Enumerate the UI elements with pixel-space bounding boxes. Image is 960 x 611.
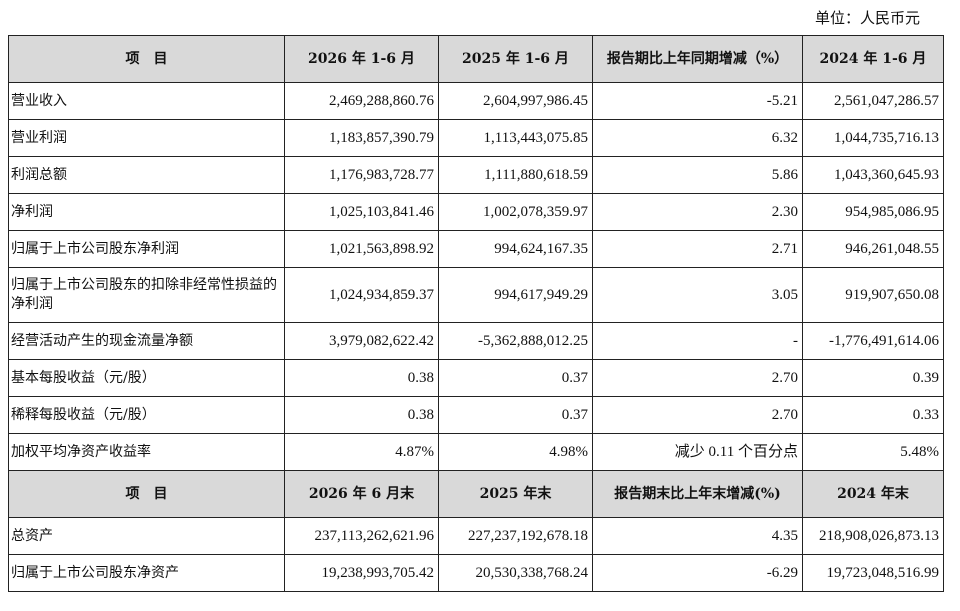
value-2026: 1,025,103,841.46 <box>284 193 439 231</box>
table-row: 营业利润 1,183,857,390.79 1,113,443,075.85 6… <box>8 119 944 157</box>
value-2026: 1,176,983,728.77 <box>284 156 439 194</box>
value-2026: 3,979,082,622.42 <box>284 322 439 360</box>
value-change: 6.32 <box>592 119 803 157</box>
header-2026-h1: 2026 年 1-6 月 <box>284 35 439 83</box>
value-2024: 0.39 <box>802 359 944 397</box>
value-2025: 994,624,167.35 <box>438 230 593 268</box>
value-2026: 0.38 <box>284 359 439 397</box>
table-row: 总资产 237,113,262,621.96 227,237,192,678.1… <box>8 517 944 555</box>
value-change: 减少 0.11 个百分点 <box>592 433 803 471</box>
row-label: 营业利润 <box>8 119 285 157</box>
value-2025: 1,002,078,359.97 <box>438 193 593 231</box>
row-label: 经营活动产生的现金流量净额 <box>8 322 285 360</box>
value-2025: 0.37 <box>438 359 593 397</box>
header-2024-end: 2024 年末 <box>802 470 944 518</box>
value-2024: 954,985,086.95 <box>802 193 944 231</box>
header-item: 项 目 <box>8 35 285 83</box>
value-2026: 0.38 <box>284 396 439 434</box>
value-change: 2.70 <box>592 396 803 434</box>
table-row: 加权平均净资产收益率 4.87% 4.98% 减少 0.11 个百分点 5.48… <box>8 433 944 471</box>
value-2024: 946,261,048.55 <box>802 230 944 268</box>
header-row-period-end: 项 目 2026 年 6 月末 2025 年末 报告期末比上年末增减(%) 20… <box>8 470 944 518</box>
header-2024-h1: 2024 年 1-6 月 <box>802 35 944 83</box>
row-label: 加权平均净资产收益率 <box>8 433 285 471</box>
value-2025: 994,617,949.29 <box>438 267 593 323</box>
value-2025: 2,604,997,986.45 <box>438 82 593 120</box>
value-2024: 0.33 <box>802 396 944 434</box>
row-label: 净利润 <box>8 193 285 231</box>
value-change: 4.35 <box>592 517 803 555</box>
value-change: - <box>592 322 803 360</box>
value-2024: -1,776,491,614.06 <box>802 322 944 360</box>
value-2025: 4.98% <box>438 433 593 471</box>
value-2026: 19,238,993,705.42 <box>284 554 439 592</box>
value-2024: 19,723,048,516.99 <box>802 554 944 592</box>
row-label: 归属于上市公司股东净资产 <box>8 554 285 592</box>
value-change: 5.86 <box>592 156 803 194</box>
value-2026: 2,469,288,860.76 <box>284 82 439 120</box>
table-row: 基本每股收益（元/股） 0.38 0.37 2.70 0.39 <box>8 359 944 397</box>
row-label: 归属于上市公司股东净利润 <box>8 230 285 268</box>
value-2026: 237,113,262,621.96 <box>284 517 439 555</box>
table-row: 稀释每股收益（元/股） 0.38 0.37 2.70 0.33 <box>8 396 944 434</box>
unit-label: 单位：人民币元 <box>814 9 920 27</box>
header-2025-h1: 2025 年 1-6 月 <box>438 35 593 83</box>
row-label: 利润总额 <box>8 156 285 194</box>
row-label: 稀释每股收益（元/股） <box>8 396 285 434</box>
row-label: 归属于上市公司股东的扣除非经常性损益的净利润 <box>8 267 285 323</box>
value-change: 3.05 <box>592 267 803 323</box>
header-2025-end: 2025 年末 <box>438 470 593 518</box>
value-2025: 1,111,880,618.59 <box>438 156 593 194</box>
value-2024: 1,044,735,716.13 <box>802 119 944 157</box>
header-period-end-change: 报告期末比上年末增减(%) <box>592 470 803 518</box>
value-change: -6.29 <box>592 554 803 592</box>
value-2024: 218,908,026,873.13 <box>802 517 944 555</box>
financial-summary-table: 项 目 2026 年 1-6 月 2025 年 1-6 月 报告期比上年同期增减… <box>8 35 944 592</box>
value-2026: 1,024,934,859.37 <box>284 267 439 323</box>
value-2026: 4.87% <box>284 433 439 471</box>
header-yoy-change: 报告期比上年同期增减（%） <box>592 35 803 83</box>
value-change: 2.70 <box>592 359 803 397</box>
value-2025: 0.37 <box>438 396 593 434</box>
table-row: 营业收入 2,469,288,860.76 2,604,997,986.45 -… <box>8 82 944 120</box>
header-row-period: 项 目 2026 年 1-6 月 2025 年 1-6 月 报告期比上年同期增减… <box>8 35 944 83</box>
value-2025: 227,237,192,678.18 <box>438 517 593 555</box>
value-2024: 5.48% <box>802 433 944 471</box>
row-label: 营业收入 <box>8 82 285 120</box>
value-2025: -5,362,888,012.25 <box>438 322 593 360</box>
value-2025: 1,113,443,075.85 <box>438 119 593 157</box>
table-row: 归属于上市公司股东净利润 1,021,563,898.92 994,624,16… <box>8 230 944 268</box>
header-2026-end: 2026 年 6 月末 <box>284 470 439 518</box>
value-change: 2.30 <box>592 193 803 231</box>
value-2024: 919,907,650.08 <box>802 267 944 323</box>
row-label: 基本每股收益（元/股） <box>8 359 285 397</box>
value-change: -5.21 <box>592 82 803 120</box>
value-change: 2.71 <box>592 230 803 268</box>
table-row: 净利润 1,025,103,841.46 1,002,078,359.97 2.… <box>8 193 944 231</box>
value-2026: 1,021,563,898.92 <box>284 230 439 268</box>
value-2024: 2,561,047,286.57 <box>802 82 944 120</box>
row-label: 总资产 <box>8 517 285 555</box>
header-item: 项 目 <box>8 470 285 518</box>
value-2024: 1,043,360,645.93 <box>802 156 944 194</box>
table-row: 经营活动产生的现金流量净额 3,979,082,622.42 -5,362,88… <box>8 322 944 360</box>
value-2025: 20,530,338,768.24 <box>438 554 593 592</box>
table-row: 归属于上市公司股东的扣除非经常性损益的净利润 1,024,934,859.37 … <box>8 267 944 323</box>
table-row: 利润总额 1,176,983,728.77 1,111,880,618.59 5… <box>8 156 944 194</box>
value-2026: 1,183,857,390.79 <box>284 119 439 157</box>
table-row: 归属于上市公司股东净资产 19,238,993,705.42 20,530,33… <box>8 554 944 592</box>
